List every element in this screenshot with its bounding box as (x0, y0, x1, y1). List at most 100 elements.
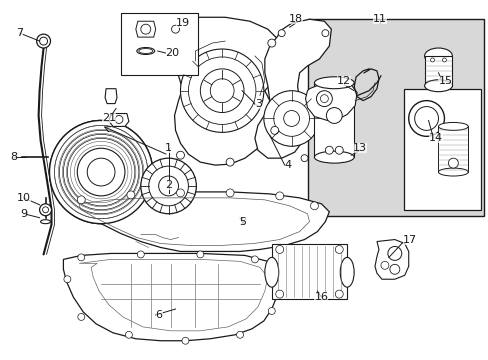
Text: 13: 13 (352, 143, 366, 153)
Circle shape (40, 37, 47, 45)
Circle shape (335, 246, 343, 253)
Circle shape (78, 314, 84, 320)
Text: 17: 17 (402, 234, 416, 244)
Circle shape (414, 107, 438, 130)
Ellipse shape (314, 77, 353, 89)
Circle shape (182, 337, 188, 344)
Ellipse shape (438, 168, 468, 176)
Circle shape (210, 79, 234, 103)
Circle shape (321, 30, 328, 37)
Circle shape (49, 121, 152, 224)
Circle shape (320, 95, 327, 103)
Text: 9: 9 (20, 209, 27, 219)
Text: 19: 19 (175, 18, 189, 28)
Circle shape (267, 39, 275, 47)
Ellipse shape (424, 80, 451, 92)
Text: 18: 18 (288, 14, 302, 24)
Polygon shape (63, 192, 328, 251)
Circle shape (176, 151, 184, 159)
Circle shape (275, 290, 283, 298)
Circle shape (200, 69, 244, 113)
Circle shape (325, 108, 342, 123)
Ellipse shape (424, 48, 451, 64)
Circle shape (127, 191, 135, 199)
Circle shape (78, 254, 84, 261)
Circle shape (197, 251, 203, 258)
Circle shape (380, 261, 388, 269)
Text: 11: 11 (372, 14, 386, 24)
Circle shape (275, 246, 283, 253)
Circle shape (137, 251, 144, 258)
Bar (403, 89, 480, 210)
Circle shape (225, 189, 234, 197)
Polygon shape (158, 17, 281, 165)
Circle shape (115, 116, 122, 123)
Circle shape (141, 24, 150, 34)
Polygon shape (109, 113, 129, 126)
Bar (438, 126, 468, 172)
Circle shape (408, 100, 444, 136)
Polygon shape (136, 21, 155, 37)
Text: 7: 7 (16, 28, 23, 38)
Text: 8: 8 (10, 152, 17, 162)
Polygon shape (305, 81, 356, 121)
Text: 20: 20 (165, 48, 180, 58)
Ellipse shape (314, 151, 353, 163)
Circle shape (447, 158, 457, 168)
Circle shape (141, 158, 196, 214)
Text: 5: 5 (239, 217, 246, 227)
Circle shape (387, 247, 401, 260)
Circle shape (180, 49, 264, 132)
Circle shape (251, 256, 258, 263)
Circle shape (64, 276, 71, 283)
Circle shape (176, 189, 184, 197)
Circle shape (389, 264, 399, 274)
Circle shape (283, 111, 299, 126)
Circle shape (310, 202, 318, 210)
Circle shape (77, 196, 85, 204)
Polygon shape (105, 89, 117, 104)
Circle shape (268, 307, 275, 314)
Circle shape (429, 58, 434, 62)
Circle shape (270, 126, 278, 134)
Circle shape (42, 207, 48, 213)
Circle shape (49, 121, 152, 224)
Text: 10: 10 (17, 193, 31, 203)
Text: 12: 12 (336, 76, 350, 86)
Circle shape (87, 158, 115, 186)
Ellipse shape (438, 122, 468, 130)
Circle shape (273, 100, 309, 136)
Circle shape (278, 30, 285, 37)
Circle shape (325, 146, 333, 154)
Circle shape (236, 331, 243, 338)
Text: 3: 3 (254, 99, 262, 109)
Text: 21: 21 (102, 113, 116, 123)
Circle shape (40, 204, 51, 216)
Bar (271, 244, 346, 299)
Text: 15: 15 (438, 76, 451, 86)
Polygon shape (254, 19, 331, 158)
Ellipse shape (41, 220, 50, 224)
Circle shape (171, 25, 179, 33)
Circle shape (335, 146, 343, 154)
Circle shape (335, 290, 343, 298)
Ellipse shape (340, 257, 353, 287)
Circle shape (264, 91, 319, 146)
Ellipse shape (264, 257, 278, 287)
Ellipse shape (139, 49, 152, 54)
Circle shape (275, 192, 283, 200)
Circle shape (188, 57, 255, 125)
Circle shape (316, 91, 332, 107)
Circle shape (125, 331, 132, 338)
Text: 4: 4 (284, 160, 291, 170)
Text: 6: 6 (155, 310, 163, 320)
Bar (314, 83, 353, 157)
Circle shape (148, 166, 188, 206)
Polygon shape (374, 239, 408, 279)
Polygon shape (63, 253, 279, 341)
Circle shape (37, 34, 50, 48)
Ellipse shape (137, 48, 154, 54)
Bar (307, 19, 483, 216)
Circle shape (268, 274, 275, 281)
Text: 2: 2 (164, 180, 172, 190)
